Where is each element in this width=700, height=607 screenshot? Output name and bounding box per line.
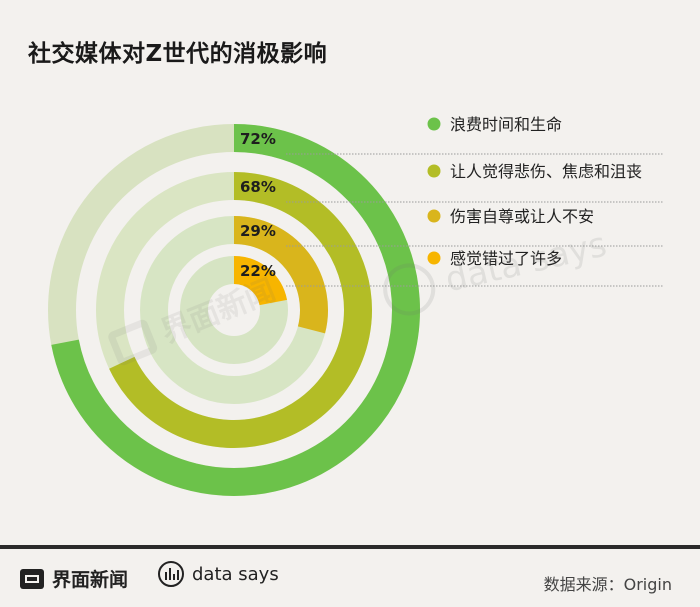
ring-bar-3 [233, 216, 328, 334]
ring-bar-2 [109, 172, 372, 448]
datasays-logo: data says [158, 561, 279, 587]
footer: 界面新闻 data says 数据来源：Origin [0, 549, 700, 607]
legend-label-1: 浪费时间和生命 [450, 115, 562, 134]
jiemian-logo-text: 界面新闻 [52, 569, 129, 591]
value-label-3: 29% [240, 222, 276, 240]
legend-marker-4 [427, 251, 441, 265]
radial-bar-chart: 72% 68% 29% 22% 浪费时间和生命让人觉得悲伤、焦虑和沮丧伤害自尊或让人不安… [48, 115, 664, 496]
value-label-4: 22% [240, 262, 276, 280]
legend-marker-2 [427, 164, 441, 178]
ring-bar-4 [233, 256, 288, 306]
legend-label-2: 让人觉得悲伤、焦虑和沮丧 [450, 162, 642, 181]
footer-divider [0, 545, 700, 549]
jiemian-logo-icon [20, 568, 44, 589]
value-label-1: 72% [240, 130, 276, 148]
datasays-logo-text: data says [192, 563, 279, 585]
value-label-2: 68% [240, 178, 276, 196]
chart-title: 社交媒体对Z世代的消极影响 [28, 41, 328, 67]
legend-label-4: 感觉错过了许多 [450, 249, 562, 268]
datasays-logo-icon [158, 561, 184, 587]
legend-marker-1 [427, 117, 441, 131]
jiemian-logo: 界面新闻 [20, 565, 128, 592]
data-source: 数据来源：Origin [543, 575, 672, 594]
legend-marker-3 [427, 209, 441, 223]
legend-label-3: 伤害自尊或让人不安 [450, 207, 594, 226]
ring-bar-1 [51, 124, 420, 496]
